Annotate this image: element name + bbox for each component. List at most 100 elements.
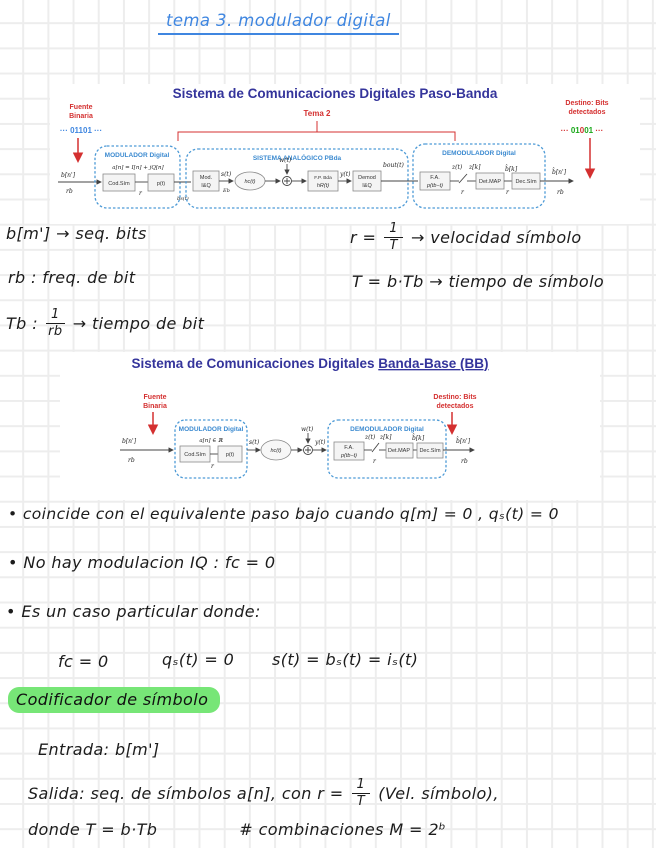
fuente-binaria-label: Fuente Binaria (69, 104, 93, 120)
svg-text:p(tb−t): p(tb−t) (340, 453, 357, 459)
pasobanda-title: Sistema de Comunicaciones Digitales Paso… (173, 86, 498, 101)
label-w: w(t) (301, 426, 314, 433)
svg-text:DEMODULADOR Digital: DEMODULADOR Digital (442, 150, 516, 157)
svg-text:Eb: Eb (222, 188, 230, 194)
label-rb: rb (66, 188, 73, 195)
svg-text:Destino: Bits: Destino: Bits (565, 100, 608, 107)
eq-st: s(t) = bₛ(t) = iₛ(t) (272, 650, 419, 669)
svg-text:a[n] ∈ ℝ: a[n] ∈ ℝ (199, 437, 223, 444)
svg-text:SISTEMA ANALÓGICO PBda: SISTEMA ANALÓGICO PBda (253, 153, 342, 162)
svg-text:y(t): y(t) (339, 171, 351, 178)
svg-text:s(t): s(t) (221, 171, 232, 178)
fraction: 1 T (384, 221, 403, 254)
note-donde: donde T = b·Tb # combinaciones M = 2ᵇ (28, 820, 447, 839)
demodulador-box: DEMODULADOR Digital F.A. p(tb−t) z(t) r … (412, 143, 574, 209)
svg-text:Det.MAP: Det.MAP (479, 179, 501, 185)
svg-text:r: r (373, 458, 377, 465)
demodulador-box: DEMODULADOR Digital F.A. p(tb−t) z(t) r … (327, 419, 475, 479)
svg-text:z(t): z(t) (364, 434, 376, 441)
svg-text:MODULADOR Digital: MODULADOR Digital (105, 152, 170, 159)
svg-text:r: r (139, 190, 143, 197)
svg-text:Binaria: Binaria (143, 403, 167, 410)
label-rb: rb (128, 457, 135, 464)
tema2-bracket: Tema 2 (177, 109, 456, 141)
svg-text:w(t): w(t) (279, 157, 292, 164)
adder (303, 445, 313, 455)
bandabase-title: Sistema de Comunicaciones Digitales Band… (131, 356, 488, 371)
bullet-no-modulacion: • No hay modulacion IQ : fc = 0 (8, 553, 276, 572)
output-bits: ··· 01001 ··· (561, 126, 604, 135)
svg-text:Tema 2: Tema 2 (304, 109, 332, 118)
fraction: 1 T (351, 777, 371, 810)
svg-text:Dec.Sím: Dec.Sím (419, 448, 441, 454)
destino-label: Destino: Bits detectados (433, 394, 476, 410)
modulador-box: MODULADOR Digital a[n] ∈ ℝ Cod.Sím r p(t… (174, 419, 248, 479)
note-freq-bit: rb : freq. de bit (8, 268, 136, 287)
svg-text:z[k]: z[k] (379, 434, 392, 441)
svg-text:rb: rb (557, 189, 564, 196)
fraction: 1 rb (46, 307, 65, 340)
label-yt: y(t) (314, 439, 326, 446)
svg-text:p(tb−t): p(tb−t) (426, 183, 443, 189)
svg-text:Binaria: Binaria (69, 113, 93, 120)
svg-text:r: r (506, 189, 510, 196)
svg-text:Demod: Demod (358, 175, 376, 181)
svg-text:Det.MAP: Det.MAP (388, 448, 410, 454)
note-salida: Salida: seq. de símbolos a[n], con r = 1… (28, 777, 499, 810)
label-hc: hc(t) (271, 448, 282, 454)
bullet-caso-particular: • Es un caso particular donde: (6, 602, 261, 621)
sistema-analogico-box: SISTEMA ANALÓGICO PBda Mod. I&Q s(t) Eb … (185, 148, 418, 209)
svg-text:b̂[k]: b̂[k] (505, 166, 518, 173)
note-tiempo-bit: Tb : 1 rb → tiempo de bit (6, 307, 205, 340)
svg-text:F.A.: F.A. (430, 175, 440, 181)
svg-text:I&Q: I&Q (201, 183, 211, 189)
svg-text:bs(t): bs(t) (177, 195, 189, 202)
label-st: s(t) (249, 439, 260, 446)
svg-text:Dec.Sím: Dec.Sím (515, 179, 537, 185)
section-codificador: Codificador de símbolo (8, 687, 221, 713)
svg-text:F.P. Bda: F.P. Bda (314, 175, 332, 181)
svg-text:Destino: Bits: Destino: Bits (433, 394, 476, 401)
svg-text:b̂[n']: b̂[n'] (456, 438, 471, 445)
svg-text:p(t): p(t) (226, 452, 234, 458)
fuente-binaria-label: Fuente Binaria (143, 394, 167, 410)
svg-text:Cod.Sím: Cod.Sím (108, 181, 130, 187)
modulador-box: MODULADOR Digital a[n] = I[n] + jQ[n] Co… (94, 145, 191, 209)
note-tiempo-simbolo: T = b·Tb → tiempo de símbolo (352, 272, 605, 291)
bandabase-diagram: Sistema de Comunicaciones Digitales Band… (60, 352, 600, 500)
note-entrada: Entrada: b[m'] (38, 740, 160, 759)
eq-qs: qₛ(t) = 0 (162, 650, 235, 669)
highlighted-heading: Codificador de símbolo (8, 687, 221, 713)
svg-text:a[n] = I[n] + jQ[n]: a[n] = I[n] + jQ[n] (112, 165, 164, 171)
svg-text:F.A.: F.A. (344, 445, 354, 451)
svg-text:Fuente: Fuente (70, 104, 93, 111)
bullet-equivalente: • coincide con el equivalente paso bajo … (8, 505, 559, 523)
eq-fc: fc = 0 (58, 652, 109, 671)
svg-text:r: r (461, 189, 465, 196)
svg-text:hc(t): hc(t) (245, 179, 256, 185)
svg-text:detectados: detectados (569, 109, 606, 116)
svg-text:z[k]: z[k] (468, 164, 481, 171)
svg-text:bout(t): bout(t) (383, 162, 404, 169)
svg-text:Cod.Sím: Cod.Sím (184, 452, 206, 458)
svg-text:hR(t): hR(t) (317, 183, 329, 189)
svg-text:p(t): p(t) (157, 181, 165, 187)
label-bn: b[n'] (122, 438, 137, 445)
svg-text:Mod.: Mod. (200, 175, 213, 181)
svg-text:b̂[n']: b̂[n'] (552, 169, 567, 176)
svg-text:Fuente: Fuente (144, 394, 167, 401)
svg-text:z(t): z(t) (451, 164, 463, 171)
svg-text:DEMODULADOR Digital: DEMODULADOR Digital (350, 426, 424, 433)
pasobanda-diagram: Sistema de Comunicaciones Digitales Paso… (50, 84, 640, 224)
svg-text:I&Q: I&Q (362, 183, 372, 189)
page-title: tema 3. modulador digital (158, 11, 399, 35)
destino-label: Destino: Bits detectados (565, 100, 608, 116)
svg-text:b̂[k]: b̂[k] (412, 435, 425, 442)
note-velocidad-simbolo: r = 1 T → velocidad símbolo (350, 221, 582, 254)
label-bn: b[n'] (61, 172, 76, 179)
svg-text:r: r (211, 463, 215, 470)
adder-plus (305, 447, 311, 453)
svg-text:detectados: detectados (437, 403, 474, 410)
svg-text:rb: rb (461, 458, 468, 465)
